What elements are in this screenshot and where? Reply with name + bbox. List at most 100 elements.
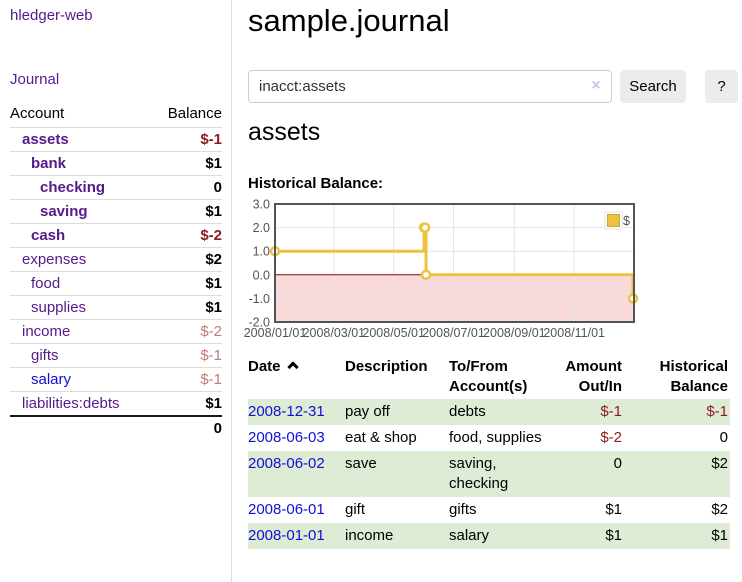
- account-row-supplies: supplies $1: [10, 295, 222, 320]
- register-table: Date Description To/From Account(s) Amou…: [248, 356, 730, 549]
- account-balance: $-1: [151, 127, 222, 152]
- account-row-cash: cash $-2: [10, 223, 222, 248]
- accounts-total-row: 0: [10, 415, 222, 440]
- svg-text:3.0: 3.0: [253, 198, 270, 212]
- svg-text:2008/11/01: 2008/11/01: [543, 326, 605, 340]
- register-header-row: Date Description To/From Account(s) Amou…: [248, 356, 730, 399]
- account-link-expenses[interactable]: expenses: [22, 251, 87, 268]
- transaction-balance: $2: [711, 501, 728, 518]
- account-balance: $-2: [151, 223, 222, 248]
- nav-journal: Journal: [10, 71, 59, 88]
- transaction-date-link[interactable]: 2008-12-31: [248, 403, 325, 420]
- account-row-liabilities-debts: liabilities:debts $1: [10, 391, 222, 416]
- account-link-assets[interactable]: assets: [22, 131, 69, 148]
- svg-text:1.0: 1.0: [253, 245, 270, 259]
- account-balance: $1: [151, 391, 222, 416]
- transaction-accounts: gifts: [449, 501, 477, 518]
- svg-text:2008/05/01: 2008/05/01: [362, 326, 425, 340]
- accounts-table: Account Balance assets $-1 bank $1 check…: [10, 101, 222, 440]
- account-row-saving: saving $1: [10, 199, 222, 224]
- register-row: 2008-01-01 income salary $1 $1: [248, 523, 730, 549]
- svg-text:$: $: [623, 214, 630, 228]
- transaction-description: pay off: [345, 399, 449, 425]
- account-row-bank: bank $1: [10, 151, 222, 176]
- register-header-amount: Amount Out/In: [565, 358, 622, 395]
- account-heading: assets: [248, 118, 321, 146]
- account-row-assets: assets $-1: [10, 127, 222, 152]
- register-header-date[interactable]: Date: [248, 356, 345, 399]
- transaction-description: save: [345, 451, 449, 497]
- transaction-accounts: salary: [449, 523, 560, 549]
- account-balance: $-2: [151, 319, 222, 344]
- accounts-total-balance: 0: [151, 415, 222, 440]
- svg-text:2008/03/01: 2008/03/01: [303, 326, 366, 340]
- transaction-balance: $2: [627, 451, 730, 497]
- search-form: × Search ?: [248, 70, 742, 103]
- account-balance: 0: [151, 175, 222, 200]
- account-row-gifts: gifts $-1: [10, 343, 222, 368]
- transaction-date-link[interactable]: 2008-01-01: [248, 527, 325, 544]
- transaction-description: income: [345, 523, 449, 549]
- register-row: 2008-06-03 eat & shop food, supplies $-2…: [248, 425, 730, 451]
- transaction-date-link[interactable]: 2008-06-01: [248, 501, 325, 518]
- account-balance: $1: [151, 151, 222, 176]
- transaction-amount: $-1: [560, 399, 627, 425]
- svg-text:2008/07/01: 2008/07/01: [422, 326, 485, 340]
- svg-text:2008/01/01: 2008/01/01: [244, 326, 307, 340]
- account-balance: $-1: [151, 343, 222, 368]
- chart-svg: 3.0 2.0 1.0 0.0 -1.0 -2.02008/01/012008/03/01…: [244, 198, 639, 340]
- journal-link[interactable]: Journal: [10, 71, 60, 88]
- account-link-liabilities-debts[interactable]: liabilities:debts: [22, 395, 120, 412]
- account-link-income[interactable]: income: [22, 323, 71, 340]
- sidebar: hledger-web Journal Account Balance asse…: [0, 0, 232, 582]
- app-title-link[interactable]: hledger-web: [10, 7, 93, 24]
- transaction-amount: 0: [560, 451, 627, 497]
- svg-text:-2.0: -2.0: [248, 316, 270, 330]
- transaction-amount: $-2: [600, 429, 622, 446]
- clear-search-icon[interactable]: ×: [591, 77, 601, 94]
- search-input[interactable]: [248, 70, 612, 103]
- transaction-date-link[interactable]: 2008-06-02: [248, 455, 325, 472]
- account-link-checking[interactable]: checking: [40, 179, 106, 196]
- search-button[interactable]: Search: [620, 70, 686, 103]
- transaction-balance: $1: [627, 523, 730, 549]
- register-row: 2008-06-02 save saving, checking 0 $2: [248, 451, 730, 497]
- account-row-food: food $1: [10, 271, 222, 296]
- account-row-checking: checking 0: [10, 175, 222, 200]
- svg-text:-1.0: -1.0: [248, 292, 270, 306]
- account-balance: $1: [151, 295, 222, 320]
- account-row-income: income $-2: [10, 319, 222, 344]
- account-link-gifts[interactable]: gifts: [31, 347, 59, 364]
- account-balance: $2: [151, 247, 222, 272]
- register-header-balance: Historical Balance: [659, 358, 728, 395]
- register-header-description: Description: [345, 358, 428, 375]
- account-link-bank[interactable]: bank: [31, 155, 67, 172]
- transaction-accounts: food, supplies: [449, 429, 542, 446]
- transaction-balance: $-1: [627, 399, 730, 425]
- transaction-date-link[interactable]: 2008-06-03: [248, 429, 325, 446]
- account-link-saving[interactable]: saving: [40, 203, 88, 220]
- transaction-accounts: debts: [449, 399, 560, 425]
- transaction-description: gift: [345, 501, 366, 518]
- svg-text:2008/09/01: 2008/09/01: [483, 326, 546, 340]
- account-balance: $1: [151, 271, 222, 296]
- account-link-salary[interactable]: salary: [31, 371, 72, 388]
- register-header-tofrom: To/From Account(s): [449, 358, 528, 395]
- account-link-supplies[interactable]: supplies: [31, 299, 87, 316]
- chart-heading: Historical Balance:: [248, 175, 384, 192]
- account-row-expenses: expenses $2: [10, 247, 222, 272]
- help-button[interactable]: ?: [705, 70, 738, 103]
- account-link-cash[interactable]: cash: [31, 227, 66, 244]
- page-title: sample.journal: [248, 3, 450, 38]
- accounts-header-account: Account: [10, 105, 65, 122]
- transaction-accounts: saving, checking: [449, 451, 560, 497]
- accounts-header-row: Account Balance: [10, 101, 222, 128]
- transaction-balance: 0: [719, 429, 728, 446]
- sort-ascending-icon: [286, 361, 299, 373]
- svg-text:2.0: 2.0: [253, 221, 270, 235]
- account-link-food[interactable]: food: [31, 275, 61, 292]
- register-row: 2008-12-31 pay off debts $-1 $-1: [248, 399, 730, 425]
- account-balance: $1: [151, 199, 222, 224]
- transaction-description: eat & shop: [345, 429, 417, 446]
- register-row: 2008-06-01 gift gifts $1 $2: [248, 497, 730, 523]
